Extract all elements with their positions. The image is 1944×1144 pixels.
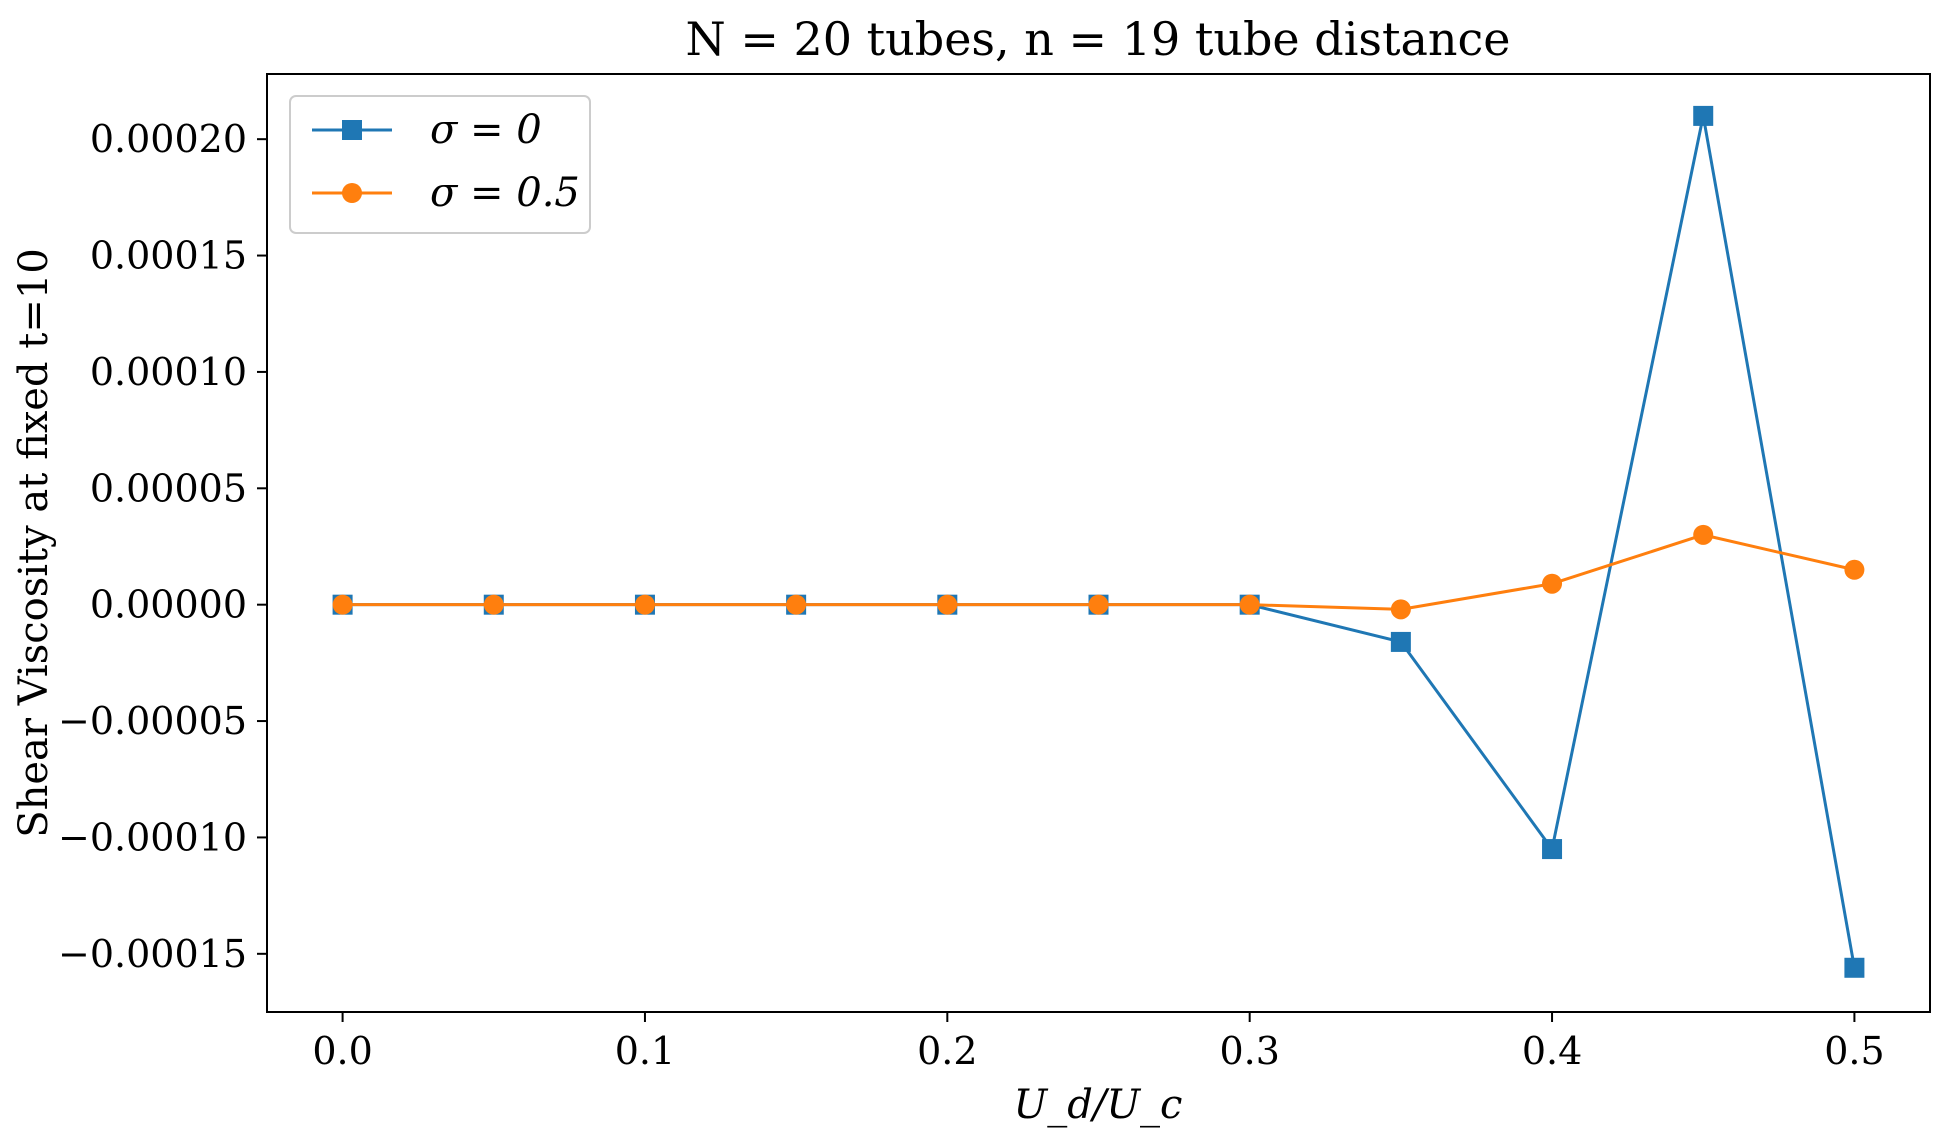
plot-frame [266, 73, 1931, 1013]
data-point-sigma-0-5 [1542, 573, 1563, 594]
plot-layer [332, 105, 1865, 978]
data-point-sigma-0-5 [483, 594, 504, 615]
data-point-sigma-0-5 [332, 594, 353, 615]
y-tick-label: −0.00015 [58, 932, 247, 976]
x-tick-label: 0.5 [1824, 1029, 1884, 1073]
legend: σ = 0 σ = 0.5 [289, 95, 591, 234]
data-point-sigma-0-5 [786, 594, 807, 615]
y-tick-label: 0.00015 [90, 234, 247, 278]
y-axis-label: Shear Viscosity at fixed t=10 [11, 248, 57, 838]
chart-title: N = 20 tubes, n = 19 tube distance [685, 12, 1510, 66]
x-axis-label: U_d/U_c [1014, 1082, 1183, 1128]
x-tick-label: 0.4 [1522, 1029, 1582, 1073]
x-tick-label: 0.0 [312, 1029, 372, 1073]
axes-layer: 0.0 0.1 0.2 0.3 0.4 0.5 −0.00015 −0.00010 −0.000… [58, 117, 1885, 1073]
y-tick-label: 0.00010 [90, 350, 247, 394]
data-point-sigma-0-5 [1844, 559, 1865, 580]
data-point-sigma-0 [1542, 839, 1563, 860]
y-tick-label: 0.00005 [90, 466, 247, 510]
y-tick-label: 0.00000 [90, 583, 247, 627]
data-point-sigma-0-5 [1239, 594, 1260, 615]
legend-marker-sigma-0 [342, 120, 362, 140]
y-tick-label: −0.00005 [58, 699, 247, 743]
data-point-sigma-0-5 [1693, 524, 1714, 545]
data-point-sigma-0-5 [634, 594, 655, 615]
data-point-sigma-0 [1844, 957, 1865, 978]
x-tick-label: 0.1 [615, 1029, 675, 1073]
data-point-sigma-0 [1693, 105, 1714, 126]
legend-label-sigma-0: σ = 0 [430, 107, 542, 153]
x-tick-label: 0.3 [1219, 1029, 1279, 1073]
legend-marker-sigma-0-5 [342, 183, 362, 203]
series-line-sigma-0 [342, 114, 1856, 969]
data-point-sigma-0-5 [937, 594, 958, 615]
y-tick-label: −0.00010 [58, 815, 247, 859]
data-point-sigma-0-5 [1390, 599, 1411, 620]
y-tick-label: 0.00020 [90, 117, 247, 161]
data-point-sigma-0 [1390, 631, 1411, 652]
x-tick-label: 0.2 [917, 1029, 977, 1073]
legend-label-sigma-0-5: σ = 0.5 [430, 170, 580, 216]
data-point-sigma-0-5 [1088, 594, 1109, 615]
